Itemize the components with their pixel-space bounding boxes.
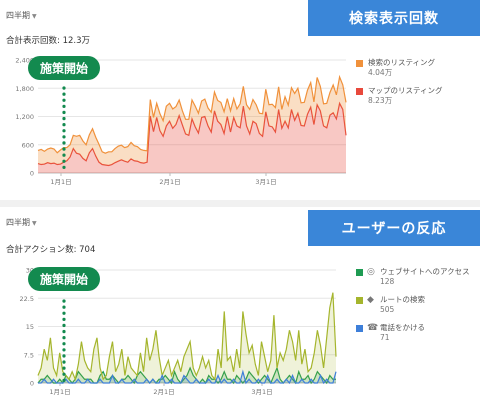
- dropdown-caret-icon: ▼: [32, 220, 37, 227]
- y-tick-label: 15: [26, 323, 34, 331]
- legend-item[interactable]: ☎ 電話をかける 71: [356, 323, 480, 343]
- legend-label: 電話をかける: [380, 323, 425, 332]
- y-tick-label: 0: [30, 380, 34, 388]
- banner-search-impressions: 検索表示回数: [308, 0, 480, 36]
- impressions-series-line-1: [37, 74, 347, 154]
- y-tick-label: 0: [30, 170, 34, 178]
- campaign-start-pill: 施策開始: [28, 267, 100, 291]
- impressions-legend: 検索のリスティング 4.04万 マップのリスティング 8.23万: [356, 58, 480, 114]
- legend-label: マップのリスティング: [368, 86, 443, 95]
- y-tick-label: 2,400: [15, 57, 34, 65]
- x-tick-label: 1月1日: [49, 388, 70, 396]
- actions-series-area-1: [38, 292, 336, 383]
- impressions-series-area-0: [38, 103, 346, 173]
- impressions-chart: 0 600 1,200 1,800 2,400 1月1日 2月1日 3月1日 施策開始: [15, 56, 347, 186]
- legend-swatch: [356, 60, 363, 67]
- y-tick-label: 1,800: [15, 85, 34, 93]
- actions-series-line-2: [38, 369, 337, 385]
- legend-swatch: [356, 325, 363, 332]
- legend-label: ウェブサイトへのアクセス: [380, 267, 470, 276]
- legend-swatch: [356, 297, 363, 304]
- y-tick-label: 30: [26, 267, 34, 275]
- period-selector[interactable]: 四半期 ▼: [6, 10, 37, 21]
- actions-chart: 0 7.5 15 22.5 30 1月1日 2月1日 3月1日 施策開始: [20, 267, 337, 396]
- legend-value: 8.23万: [368, 96, 393, 105]
- x-tick-label: 3月1日: [251, 388, 272, 396]
- phone-icon: ☎: [367, 323, 379, 333]
- impressions-series-area-1: [38, 76, 346, 166]
- legend-value: 71: [380, 333, 390, 342]
- x-tick-label: 1月1日: [50, 178, 71, 186]
- y-tick-label: 600: [22, 141, 34, 149]
- period-label: 四半期: [6, 11, 30, 20]
- legend-value: 128: [380, 277, 395, 286]
- legend-label: ルートの検索: [380, 295, 425, 304]
- legend-item[interactable]: 検索のリスティング 4.04万: [356, 58, 480, 78]
- legend-swatch: [356, 269, 363, 276]
- campaign-start-label: 施策開始: [40, 272, 88, 287]
- actions-series-line-1: [37, 292, 337, 382]
- directions-icon: ◆: [367, 295, 374, 305]
- search-impressions-panel: 四半期 ▼ 合計表示回数: 12.3万 検索表示回数 0 600 1,200 1,800…: [0, 0, 480, 200]
- period-selector[interactable]: 四半期 ▼: [6, 217, 37, 228]
- legend-item[interactable]: ◆ ルートの検索 505: [356, 295, 480, 315]
- y-tick-label: 7.5: [24, 351, 34, 359]
- legend-label: 検索のリスティング: [368, 58, 436, 67]
- total-impressions: 合計表示回数: 12.3万: [6, 36, 90, 46]
- legend-swatch: [356, 88, 363, 95]
- x-tick-label: 2月1日: [153, 388, 174, 396]
- globe-icon: ◎: [367, 267, 375, 277]
- user-actions-panel: 四半期 ▼ 合計アクション数: 704 ユーザーの反応 0 7.5 15 22.5 30 1…: [0, 207, 480, 406]
- legend-value: 505: [380, 305, 395, 314]
- legend-item[interactable]: ◎ ウェブサイトへのアクセス 128: [356, 267, 480, 287]
- actions-series-area-2: [38, 371, 336, 383]
- y-tick-label: 22.5: [20, 295, 34, 303]
- x-tick-label: 2月1日: [159, 178, 180, 186]
- legend-value: 4.04万: [368, 68, 393, 77]
- period-label: 四半期: [6, 218, 30, 227]
- y-tick-label: 1,200: [15, 113, 34, 121]
- x-tick-label: 3月1日: [255, 178, 276, 186]
- impressions-series-line-0: [37, 101, 347, 167]
- campaign-start-label: 施策開始: [40, 61, 88, 76]
- campaign-start-pill: 施策開始: [28, 56, 100, 80]
- total-actions: 合計アクション数: 704: [6, 245, 96, 255]
- legend-item[interactable]: マップのリスティング 8.23万: [356, 86, 480, 106]
- actions-legend: ◎ ウェブサイトへのアクセス 128 ◆ ルートの検索 505 ☎ 電話をかける 71: [356, 267, 480, 351]
- panel-divider: [0, 200, 480, 207]
- dropdown-caret-icon: ▼: [32, 13, 37, 20]
- banner-user-actions: ユーザーの反応: [308, 210, 480, 246]
